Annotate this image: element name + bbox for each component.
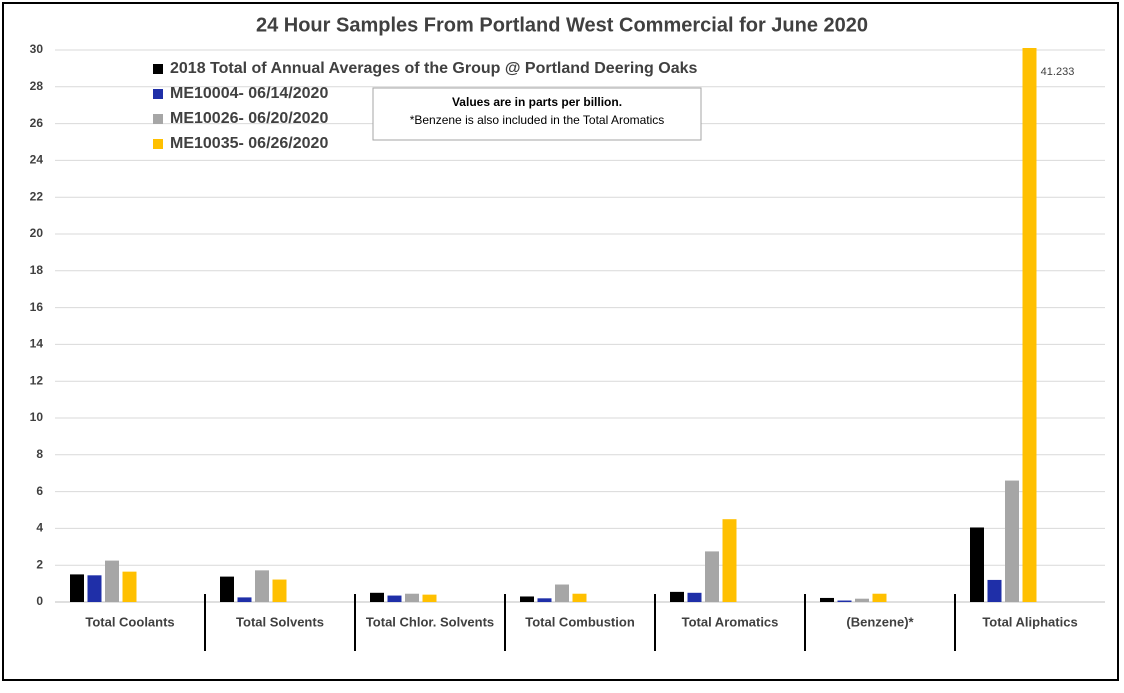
- y-tick-label: 0: [36, 594, 43, 608]
- x-tick-label: Total Aromatics: [682, 614, 779, 629]
- bar: [422, 594, 437, 602]
- bar: [687, 592, 702, 602]
- bar: [87, 575, 102, 602]
- bar: [1005, 480, 1019, 602]
- bar: [705, 551, 719, 602]
- y-tick-label: 14: [30, 337, 44, 351]
- bar: [1022, 48, 1037, 602]
- chart-title: 24 Hour Samples From Portland West Comme…: [256, 14, 868, 36]
- bar: [387, 595, 402, 602]
- data-label: 41.233: [1041, 66, 1075, 78]
- bar: [70, 574, 84, 602]
- annotation-box: [372, 87, 702, 141]
- y-tick-label: 18: [30, 263, 44, 277]
- legend-label: 2018 Total of Annual Averages of the Gro…: [170, 60, 698, 77]
- y-tick-label: 24: [30, 153, 44, 167]
- legend-swatch: [153, 64, 163, 74]
- x-tick-label: Total Aliphatics: [982, 614, 1077, 629]
- bar: [555, 584, 569, 602]
- legend-label: ME10026- 06/20/2020: [170, 110, 328, 127]
- x-tick-label: (Benzene)*: [846, 614, 914, 629]
- bar: [722, 519, 737, 602]
- bar: [255, 570, 269, 602]
- bar: [405, 593, 419, 602]
- bar: [572, 593, 587, 602]
- y-tick-label: 4: [36, 521, 43, 535]
- y-tick-label: 30: [30, 42, 44, 56]
- bar: [220, 576, 234, 602]
- bar: [370, 592, 384, 602]
- x-tick-label: Total Combustion: [525, 614, 635, 629]
- bar: [987, 579, 1002, 602]
- bar: [105, 560, 119, 602]
- legend-swatch: [153, 89, 163, 99]
- bar: [122, 571, 137, 602]
- y-tick-label: 12: [30, 373, 44, 387]
- bar: [837, 600, 852, 602]
- y-tick-label: 10: [30, 410, 44, 424]
- bars: [70, 48, 1037, 602]
- y-tick-label: 28: [30, 79, 44, 93]
- bar: [872, 593, 887, 602]
- annotation: *Benzene is also included in the Total A…: [410, 113, 665, 127]
- bar: [537, 598, 552, 602]
- bar: [272, 579, 287, 602]
- bar: [670, 591, 684, 602]
- bar: [970, 527, 984, 602]
- y-tick-label: 6: [36, 484, 43, 498]
- x-tick-label: Total Chlor. Solvents: [366, 614, 494, 629]
- legend-swatch: [153, 139, 163, 149]
- y-tick-label: 22: [30, 189, 44, 203]
- bar: [820, 597, 834, 602]
- x-tick-label: Total Solvents: [236, 614, 324, 629]
- annotation: Values are in parts per billion.: [452, 95, 622, 109]
- bar: [520, 596, 534, 602]
- bar: [237, 597, 252, 602]
- legend-label: ME10004- 06/14/2020: [170, 85, 328, 102]
- bar: [855, 598, 869, 602]
- y-tick-label: 20: [30, 226, 44, 240]
- y-tick-label: 8: [36, 447, 43, 461]
- y-tick-label: 2: [36, 557, 43, 571]
- x-tick-label: Total Coolants: [85, 614, 174, 629]
- y-tick-label: 16: [30, 300, 44, 314]
- legend-label: ME10035- 06/26/2020: [170, 135, 328, 152]
- legend-swatch: [153, 114, 163, 124]
- y-tick-label: 26: [30, 116, 44, 130]
